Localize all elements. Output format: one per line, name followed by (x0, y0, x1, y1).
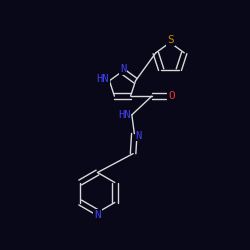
Text: HN: HN (118, 110, 130, 120)
Text: N: N (120, 64, 126, 74)
Text: N: N (94, 210, 101, 220)
Text: HN: HN (96, 74, 109, 84)
Text: O: O (168, 91, 175, 101)
Text: N: N (136, 130, 142, 140)
Text: S: S (167, 36, 174, 46)
